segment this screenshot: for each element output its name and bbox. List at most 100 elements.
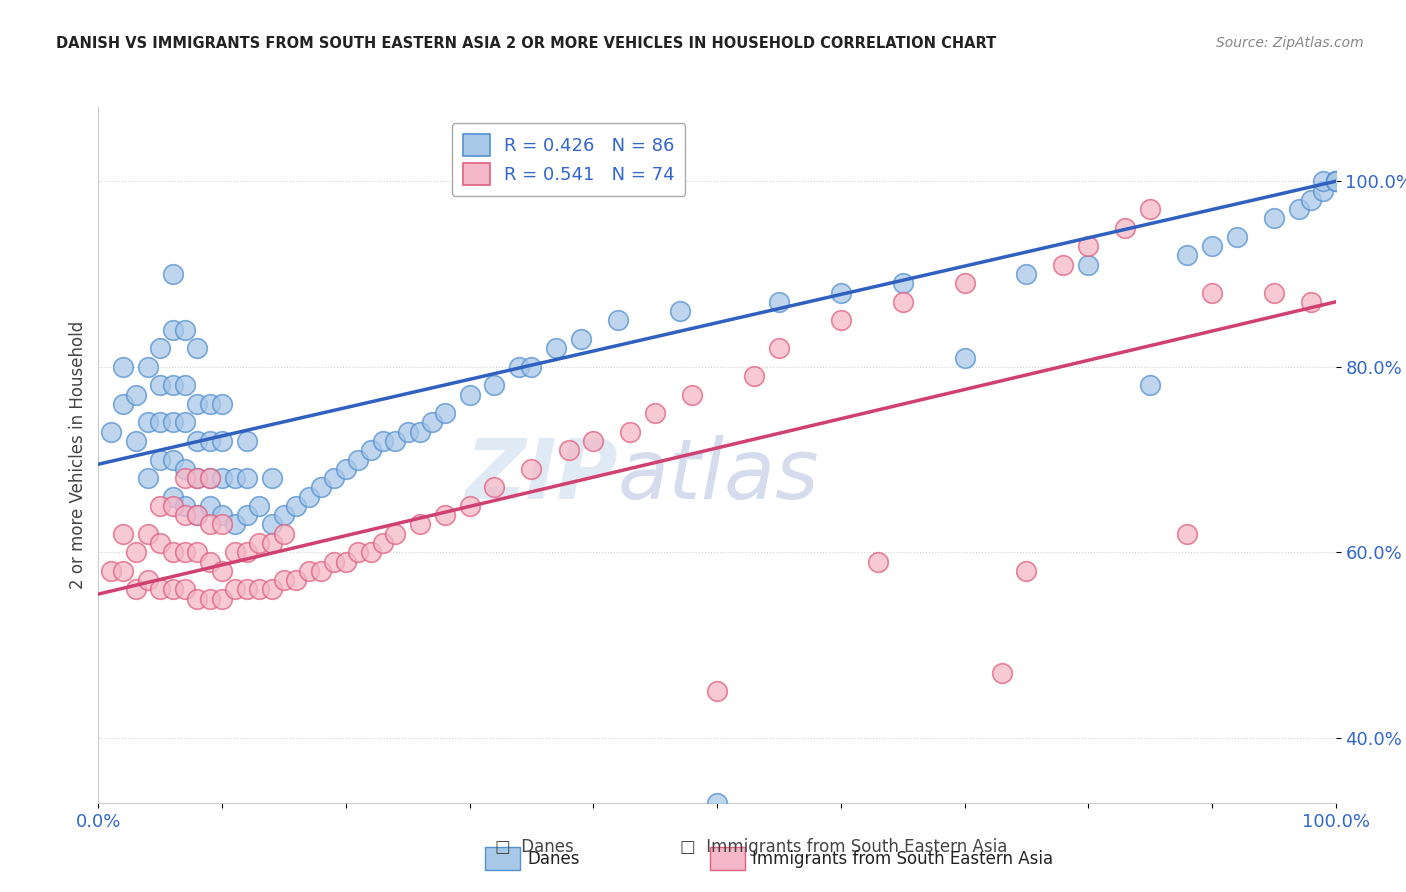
Point [260,536,283,550]
Point [953,351,976,365]
Point [236,582,259,597]
Point [582,434,605,448]
Point [162,490,184,504]
Point [186,397,208,411]
Point [198,517,221,532]
Point [360,443,382,458]
Point [162,545,184,559]
Y-axis label: 2 or more Vehicles in Household: 2 or more Vehicles in Household [69,321,87,589]
Point [224,582,246,597]
Point [174,471,197,485]
Point [149,378,172,392]
Point [1114,220,1136,235]
Point [174,545,197,559]
Point [1299,193,1322,207]
Point [174,378,197,392]
Point [273,508,295,523]
Point [136,471,159,485]
Point [236,508,259,523]
Point [247,582,270,597]
Point [260,517,283,532]
Point [830,313,852,327]
Point [569,332,592,346]
Point [371,434,394,448]
Point [285,573,308,587]
Legend: R = 0.426   N = 86, R = 0.541   N = 74: R = 0.426 N = 86, R = 0.541 N = 74 [451,123,686,196]
Point [546,341,568,355]
FancyBboxPatch shape [710,847,745,870]
Point [186,434,208,448]
Point [186,508,208,523]
Point [211,564,233,578]
Point [224,545,246,559]
Point [186,545,208,559]
Point [149,416,172,430]
Point [768,294,790,309]
Point [347,452,370,467]
Point [1324,174,1347,188]
Point [224,517,246,532]
Point [100,564,122,578]
Point [866,555,889,569]
Point [335,462,357,476]
Point [1201,239,1223,253]
Point [1139,378,1161,392]
Point [236,471,259,485]
Point [100,425,122,439]
Point [409,425,432,439]
Point [1312,184,1334,198]
Point [211,471,233,485]
Point [360,545,382,559]
Point [508,359,530,374]
Point [557,443,579,458]
Point [1175,248,1198,262]
Point [198,434,221,448]
Point [1226,230,1249,244]
Text: atlas: atlas [619,435,820,516]
Point [211,397,233,411]
Point [1324,174,1347,188]
Point [236,434,259,448]
Point [1263,211,1285,226]
Point [162,267,184,281]
Point [112,359,135,374]
Point [186,508,208,523]
Point [1299,294,1322,309]
Point [149,582,172,597]
Point [162,499,184,513]
Point [1324,174,1347,188]
Point [149,536,172,550]
Point [112,397,135,411]
Point [1324,174,1347,188]
Text: Danes: Danes [527,850,579,868]
Point [198,471,221,485]
Point [236,545,259,559]
Point [112,526,135,541]
Point [520,359,543,374]
Point [174,499,197,513]
Point [1288,202,1310,216]
Point [124,434,146,448]
Point [285,499,308,513]
Point [298,490,321,504]
Point [124,387,146,401]
Point [174,462,197,476]
Point [409,517,432,532]
Point [1077,239,1099,253]
Point [433,406,456,420]
Point [124,545,146,559]
Point [273,526,295,541]
Point [384,434,406,448]
Text: □  Immigrants from South Eastern Asia: □ Immigrants from South Eastern Asia [681,838,1007,856]
Point [384,526,406,541]
Point [136,416,159,430]
Point [458,499,481,513]
Text: Source: ZipAtlas.com: Source: ZipAtlas.com [1216,36,1364,50]
Point [162,416,184,430]
Point [309,480,332,494]
Point [260,471,283,485]
Point [1015,564,1038,578]
Point [174,508,197,523]
Point [136,526,159,541]
Point [891,294,914,309]
